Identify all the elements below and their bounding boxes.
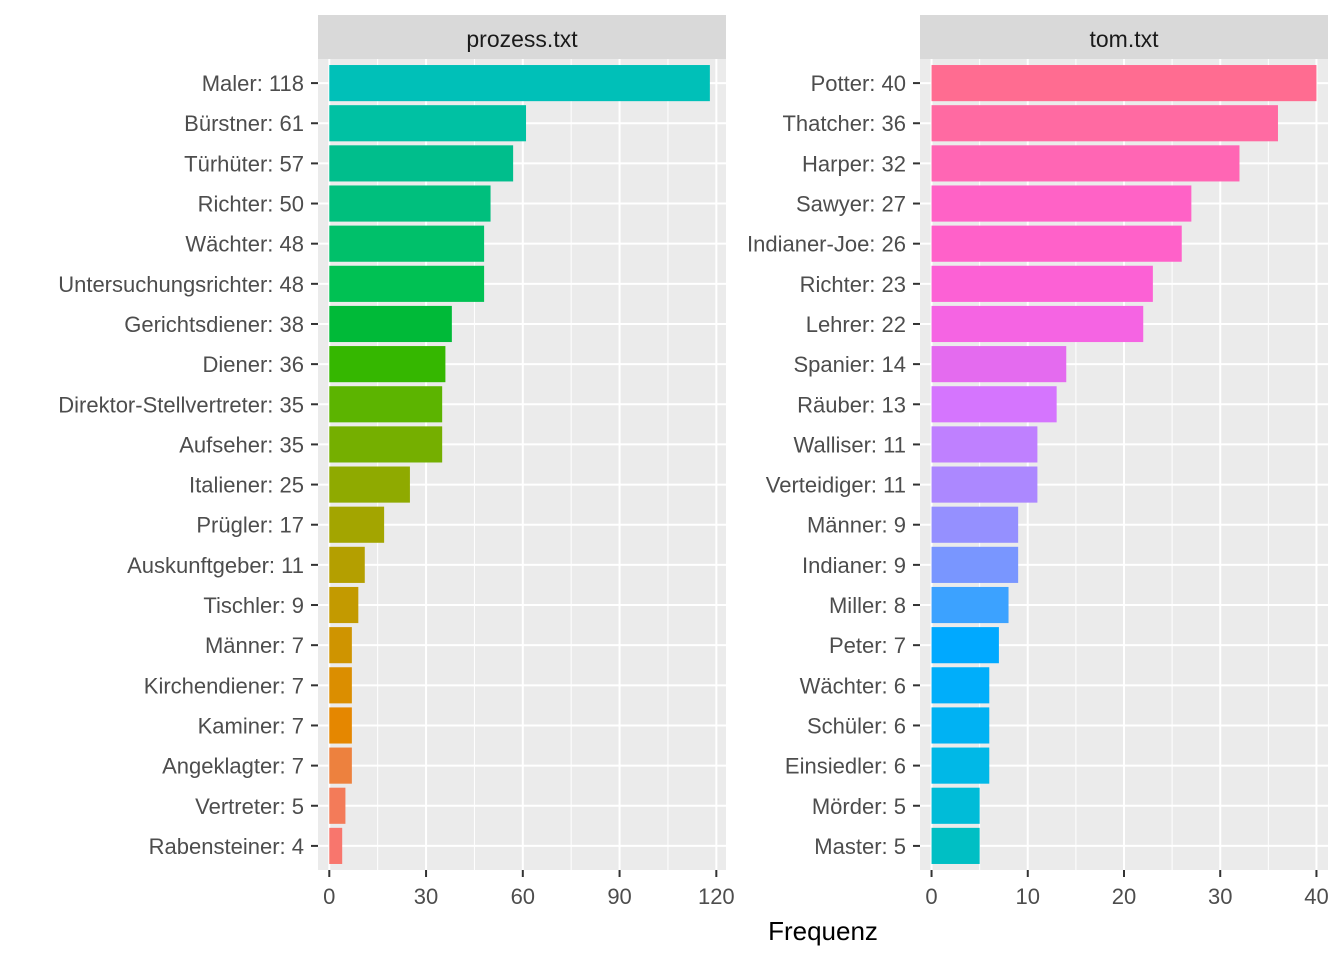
y-tick-label: Italiener: 25 <box>189 473 304 498</box>
bar <box>931 225 1182 262</box>
bar <box>329 627 352 664</box>
x-tick-label: 30 <box>1208 884 1232 909</box>
y-tick-label: Prügler: 17 <box>196 513 304 538</box>
bar <box>329 827 343 864</box>
bar <box>931 305 1144 343</box>
y-tick-label: Rabensteiner: 4 <box>149 834 304 859</box>
bar <box>931 546 1019 583</box>
bar <box>329 586 359 624</box>
y-tick-label: Männer: 7 <box>205 633 304 658</box>
y-tick-label: Angeklagter: 7 <box>162 754 304 779</box>
bar <box>329 65 710 102</box>
facet-strip <box>318 15 726 59</box>
y-tick-label: Peter: 7 <box>829 633 906 658</box>
bar <box>931 145 1240 182</box>
y-tick-label: Master: 5 <box>814 834 906 859</box>
bar <box>329 667 352 704</box>
facet-strip <box>920 15 1328 59</box>
x-tick-label: 0 <box>925 884 937 909</box>
bar <box>931 426 1038 463</box>
y-tick-label: Männer: 9 <box>807 513 906 538</box>
y-tick-label: Miller: 8 <box>829 593 906 618</box>
bar <box>329 787 346 824</box>
y-tick-label: Thatcher: 36 <box>782 111 906 136</box>
bar <box>931 65 1317 102</box>
y-tick-label: Richter: 23 <box>800 272 906 297</box>
y-tick-label: Diener: 36 <box>202 352 304 377</box>
bar <box>931 466 1038 503</box>
bar <box>931 787 980 824</box>
y-tick-label: Verteidiger: 11 <box>766 473 906 498</box>
facet-strip-label: tom.txt <box>1089 26 1159 52</box>
bar <box>931 265 1153 302</box>
bar <box>931 506 1019 543</box>
y-tick-label: Sawyer: 27 <box>796 192 906 217</box>
y-tick-label: Indianer-Joe: 26 <box>747 232 906 257</box>
bar <box>931 747 990 784</box>
bar <box>329 225 485 262</box>
bar <box>931 105 1278 142</box>
x-tick-label: 40 <box>1304 884 1328 909</box>
bar <box>329 105 527 142</box>
x-tick-label: 30 <box>414 884 438 909</box>
y-tick-label: Indianer: 9 <box>802 553 906 578</box>
y-tick-label: Walliser: 11 <box>794 432 906 457</box>
y-tick-label: Mörder: 5 <box>812 794 906 819</box>
bar <box>931 627 999 664</box>
y-tick-label: Auskunftgeber: 11 <box>127 553 304 578</box>
y-tick-label: Türhüter: 57 <box>184 151 304 176</box>
y-tick-label: Schüler: 6 <box>807 713 906 738</box>
y-tick-label: Maler: 118 <box>202 71 304 96</box>
y-tick-label: Einsiedler: 6 <box>785 754 906 779</box>
bar <box>329 386 443 423</box>
y-tick-label: Lehrer: 22 <box>806 312 906 337</box>
x-tick-label: 90 <box>607 884 631 909</box>
bar <box>329 466 410 503</box>
bar <box>329 305 452 343</box>
y-tick-label: Aufseher: 35 <box>179 432 304 457</box>
bar <box>329 145 514 182</box>
bar <box>329 506 385 543</box>
y-tick-label: Räuber: 13 <box>797 392 906 417</box>
x-tick-label: 60 <box>511 884 535 909</box>
bar <box>931 827 980 864</box>
y-tick-label: Untersuchungsrichter: 48 <box>58 272 304 297</box>
y-tick-label: Harper: 32 <box>802 151 906 176</box>
y-tick-label: Bürstner: 61 <box>184 111 304 136</box>
bar <box>329 346 446 383</box>
x-tick-label: 10 <box>1016 884 1040 909</box>
bar <box>329 546 365 583</box>
y-tick-label: Potter: 40 <box>811 71 906 96</box>
x-tick-label: 20 <box>1112 884 1136 909</box>
x-axis-label: Frequenz <box>768 916 878 946</box>
bar <box>329 426 443 463</box>
bar <box>329 185 491 222</box>
facet-strip-label: prozess.txt <box>466 26 578 52</box>
y-tick-label: Kirchendiener: 7 <box>144 673 304 698</box>
bar <box>931 667 990 704</box>
bar <box>931 346 1067 383</box>
y-tick-label: Spanier: 14 <box>793 352 906 377</box>
bar <box>931 386 1057 423</box>
bar <box>931 586 1009 624</box>
bar <box>329 707 352 744</box>
bar <box>931 185 1192 222</box>
y-tick-label: Tischler: 9 <box>203 593 304 618</box>
bar <box>329 747 352 784</box>
y-tick-label: Wächter: 48 <box>185 232 304 257</box>
bar <box>931 707 990 744</box>
panel-tom: tom.txt Potter: 40 Thatcher: 36 Harper: 32 S… <box>747 15 1329 909</box>
x-tick-label: 0 <box>323 884 335 909</box>
y-tick-label: Direktor-Stellvertreter: 35 <box>58 392 304 417</box>
y-tick-label: Vertreter: 5 <box>195 794 304 819</box>
y-tick-label: Wächter: 6 <box>800 673 906 698</box>
y-tick-label: Kaminer: 7 <box>198 713 304 738</box>
panel-prozess: prozess.txt Maler: 118 Bürstner: 61 Türhüte… <box>58 15 735 909</box>
bar <box>329 265 485 302</box>
y-tick-label: Gerichtsdiener: 38 <box>124 312 304 337</box>
y-tick-label: Richter: 50 <box>198 192 304 217</box>
x-tick-label: 120 <box>698 884 735 909</box>
